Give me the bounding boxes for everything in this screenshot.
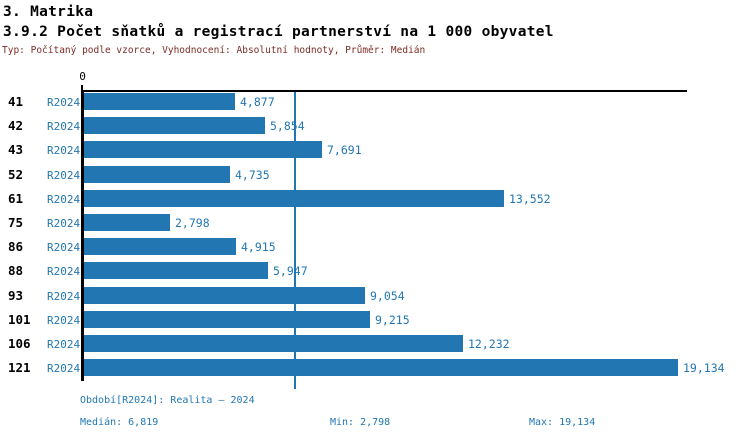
bar-value-label: 19,134 — [683, 361, 725, 375]
row-category-label: 86 — [8, 239, 24, 254]
bar-value-label: 7,691 — [327, 143, 362, 157]
row-series-label: R2024 — [47, 290, 81, 303]
row-category-label: 93 — [8, 288, 24, 303]
x-axis-line — [81, 90, 687, 92]
chart-row: 86 R2024 4,915 — [0, 238, 750, 255]
y-axis-line — [81, 90, 84, 381]
bar-value-label: 4,735 — [235, 168, 270, 182]
footer-period: Období[R2024]: Realita – 2024 — [80, 395, 255, 406]
footer-min: Min: 2,798 — [330, 417, 391, 428]
row-series-label: R2024 — [47, 362, 81, 375]
row-series-label: R2024 — [47, 314, 81, 327]
row-category-label: 41 — [8, 94, 24, 109]
chart-row: 42 R2024 5,854 — [0, 117, 750, 134]
chart-row: 106 R2024 12,232 — [0, 335, 750, 352]
row-series-label: R2024 — [47, 338, 81, 351]
bar — [83, 359, 678, 376]
chart-row: 88 R2024 5,947 — [0, 262, 750, 279]
chart-row: 121 R2024 19,134 — [0, 359, 750, 376]
row-category-label: 101 — [8, 312, 31, 327]
bar-value-label: 12,232 — [468, 337, 510, 351]
row-series-label: R2024 — [47, 120, 81, 133]
row-category-label: 42 — [8, 118, 24, 133]
report-subtitle: Typ: Počítaný podle vzorce, Vyhodnocení:… — [2, 45, 426, 56]
row-category-label: 43 — [8, 142, 24, 157]
chart-row: 43 R2024 7,691 — [0, 141, 750, 158]
row-category-label: 106 — [8, 336, 31, 351]
row-category-label: 61 — [8, 191, 24, 206]
bar — [83, 311, 370, 328]
bar-value-label: 2,798 — [175, 216, 210, 230]
row-series-label: R2024 — [47, 96, 81, 109]
bar — [83, 335, 463, 352]
row-series-label: R2024 — [47, 169, 81, 182]
bar-value-label: 4,915 — [241, 240, 276, 254]
bar-value-label: 9,054 — [370, 289, 405, 303]
report-title: 3.9.2 Počet sňatků a registrací partners… — [3, 24, 554, 40]
row-category-label: 75 — [8, 215, 24, 230]
chart-row: 61 R2024 13,552 — [0, 190, 750, 207]
chart-row: 75 R2024 2,798 — [0, 214, 750, 231]
row-series-label: R2024 — [47, 144, 81, 157]
x-axis-tick — [81, 85, 83, 91]
row-category-label: 88 — [8, 263, 24, 278]
chart-row: 41 R2024 4,877 — [0, 93, 750, 110]
bar — [83, 287, 365, 304]
bar-value-label: 13,552 — [509, 192, 551, 206]
footer-median: Medián: 6,819 — [80, 417, 159, 428]
x-axis-zero-label: 0 — [79, 70, 86, 83]
row-series-label: R2024 — [47, 241, 81, 254]
chart-row: 93 R2024 9,054 — [0, 287, 750, 304]
row-series-label: R2024 — [47, 193, 81, 206]
row-category-label: 52 — [8, 167, 24, 182]
chart-row: 52 R2024 4,735 — [0, 166, 750, 183]
bar — [83, 214, 170, 231]
bar-value-label: 4,877 — [240, 95, 275, 109]
footer-max: Max: 19,134 — [529, 417, 596, 428]
bar-value-label: 9,215 — [375, 313, 410, 327]
bar — [83, 262, 268, 279]
row-series-label: R2024 — [47, 217, 81, 230]
bar — [83, 190, 504, 207]
section-title: 3. Matrika — [3, 4, 94, 20]
bar-value-label: 5,854 — [270, 119, 305, 133]
bar — [83, 238, 236, 255]
bar — [83, 93, 235, 110]
row-series-label: R2024 — [47, 265, 81, 278]
chart-row: 101 R2024 9,215 — [0, 311, 750, 328]
bar — [83, 117, 265, 134]
bar — [83, 166, 230, 183]
median-reference-line — [294, 92, 296, 389]
bar — [83, 141, 322, 158]
bar-value-label: 5,947 — [273, 264, 308, 278]
row-category-label: 121 — [8, 360, 31, 375]
